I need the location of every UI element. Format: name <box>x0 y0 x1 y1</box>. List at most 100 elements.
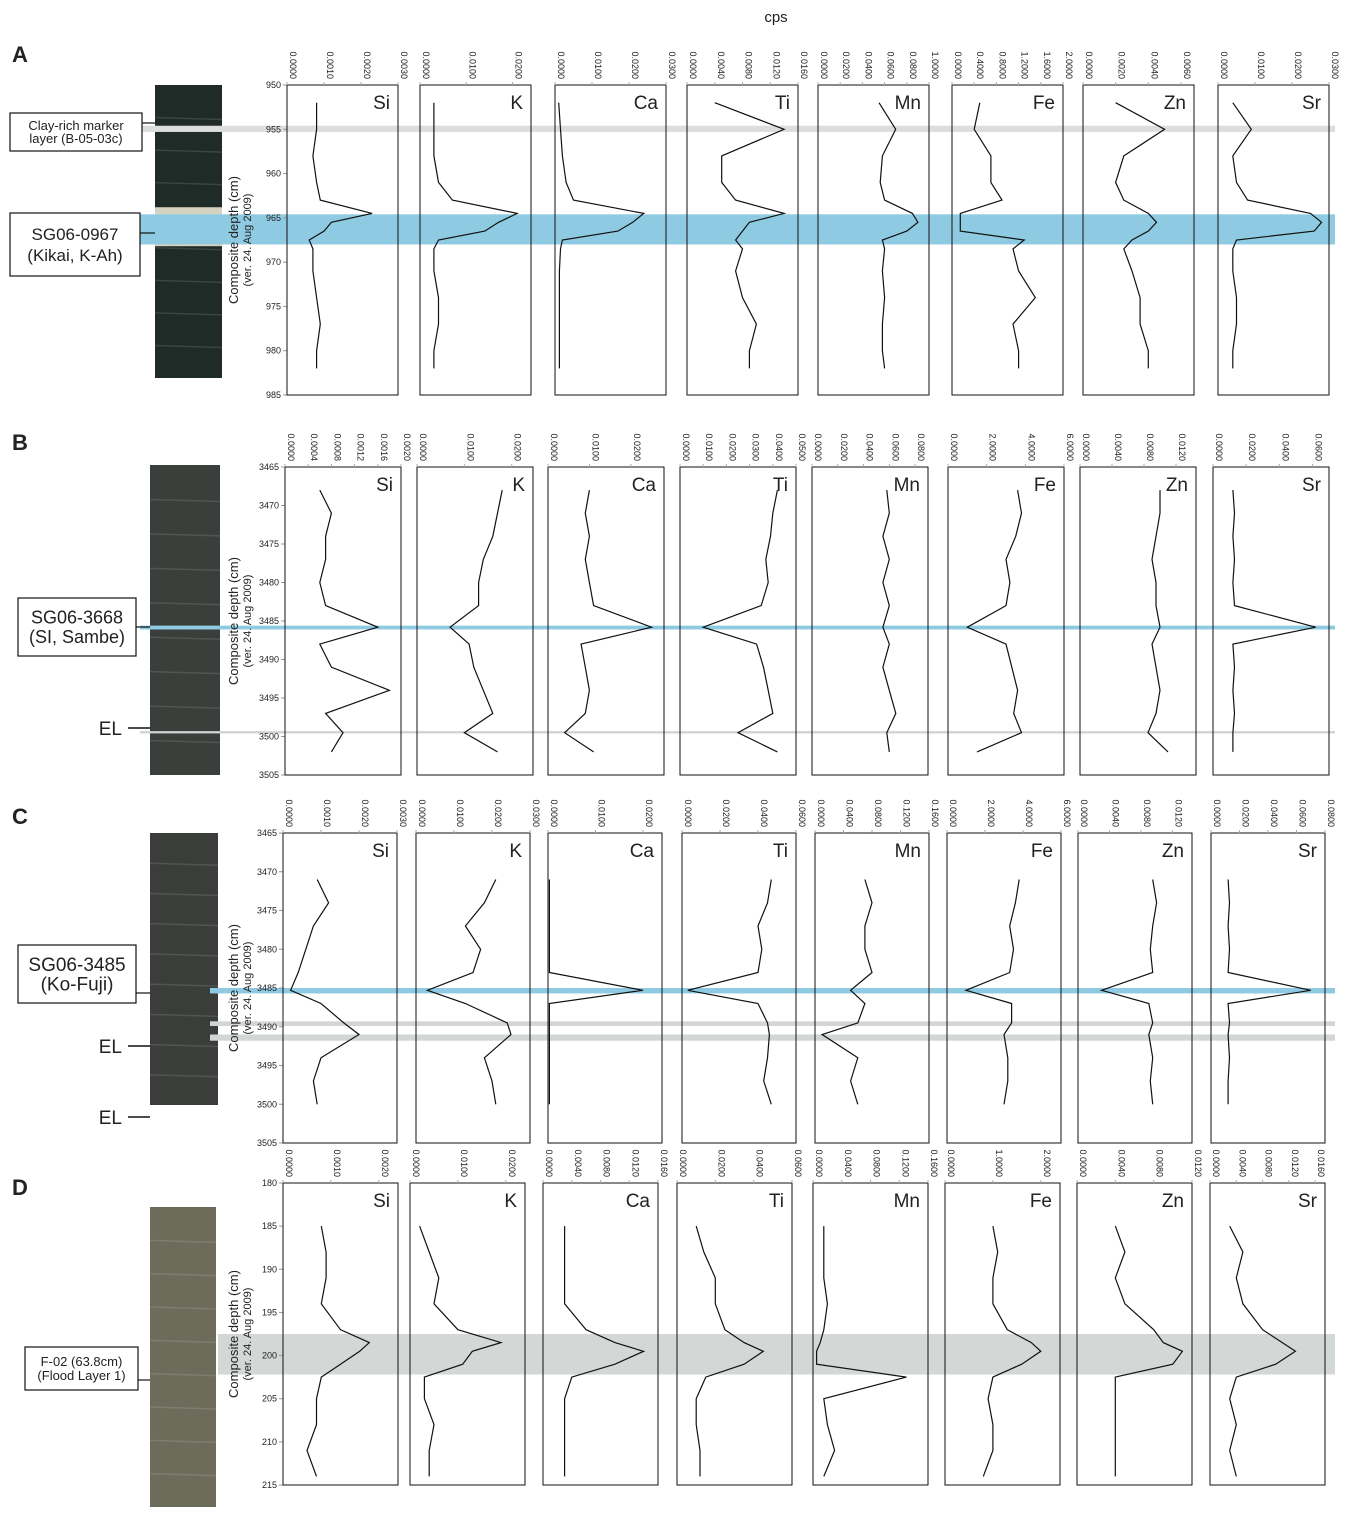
profile-frame <box>947 466 1065 776</box>
x-tick-label: 0.8000 <box>997 51 1007 79</box>
element-name: Mn <box>895 93 921 114</box>
element-name: K <box>512 475 525 496</box>
core-lamina <box>149 892 219 897</box>
x-tick-label: 0.0100 <box>590 433 600 461</box>
profile-line <box>318 489 392 753</box>
x-tick-label: 0.0000 <box>284 1149 294 1177</box>
profile-frame <box>681 832 797 1144</box>
core-lamina <box>154 181 223 186</box>
element-name: Ti <box>773 475 788 496</box>
highlight-band <box>210 988 1335 994</box>
x-tick-label: 0.0040 <box>1113 433 1123 461</box>
x-tick-label: 0.0400 <box>845 799 855 827</box>
x-tick-label: 0.1600 <box>930 799 940 827</box>
annotation-box <box>17 944 137 1004</box>
y-tick-label: 960 <box>266 169 281 179</box>
x-tick-label: 0.0040 <box>1110 799 1120 827</box>
y-axis-note: (ver. 24. Aug 2009) <box>242 194 254 287</box>
profile-line <box>308 102 373 369</box>
y-tick-label: 3495 <box>259 693 279 703</box>
x-tick-label: 0.0800 <box>1326 799 1336 827</box>
y-tick-label: 965 <box>266 213 281 223</box>
y-axis-label: Composite depth (cm) <box>226 176 241 304</box>
x-tick-label: 6.0000 <box>1062 799 1072 827</box>
x-tick-label: 0.0040 <box>716 51 726 79</box>
x-tick-label: 0.0400 <box>774 433 784 461</box>
el-label: EL <box>99 1037 122 1058</box>
element-name: Fe <box>1033 93 1055 114</box>
x-tick-label: 0.0000 <box>1079 799 1089 827</box>
profile-frame <box>547 832 663 1144</box>
x-tick-label: 0.0100 <box>459 1149 469 1177</box>
x-tick-label: 0.0010 <box>322 799 332 827</box>
x-tick-label: 0.0000 <box>953 51 963 79</box>
profile-line <box>1147 490 1169 753</box>
profile-frame <box>951 84 1064 396</box>
profile-line <box>816 1226 907 1477</box>
y-axis-label: Composite depth (cm) <box>226 924 241 1052</box>
y-tick-label: 210 <box>262 1437 277 1447</box>
x-tick-label: 0.0000 <box>417 799 427 827</box>
annotation-text: layer (B-05-03c) <box>29 131 122 146</box>
element-name: Si <box>372 841 389 862</box>
annotation-text: F-02 (63.8cm) <box>41 1354 123 1369</box>
x-tick-label: 0.0300 <box>531 799 541 827</box>
x-tick-label: 0.0000 <box>286 433 296 461</box>
profile-line <box>820 879 873 1105</box>
x-tick-label: 0.1200 <box>900 1149 910 1177</box>
profile-line <box>425 879 512 1105</box>
annotation-box <box>17 597 137 657</box>
profile-line <box>289 879 361 1105</box>
x-tick-label: 0.0400 <box>843 1149 853 1177</box>
x-tick-label: 0.0000 <box>678 1149 688 1177</box>
x-tick-label: 0.0080 <box>1142 799 1152 827</box>
x-tick-label: 0.0100 <box>593 51 603 79</box>
x-tick-label: 0.0800 <box>916 433 926 461</box>
element-name: Ca <box>630 841 655 862</box>
y-tick-label: 970 <box>266 257 281 267</box>
element-name: Ti <box>769 1191 784 1212</box>
annotation-box <box>24 1346 139 1391</box>
element-name: Ti <box>773 841 788 862</box>
highlight-band <box>140 731 1335 734</box>
panel-label: D <box>12 1175 28 1200</box>
x-tick-label: 0.0600 <box>797 799 807 827</box>
x-tick-label: 0.0300 <box>667 51 677 79</box>
y-tick-label: 195 <box>262 1307 277 1317</box>
element-name: Sr <box>1302 475 1322 496</box>
x-tick-label: 0.0120 <box>630 1149 640 1177</box>
y-tick-label: 975 <box>266 301 281 311</box>
x-tick-label: 0.0000 <box>681 433 691 461</box>
x-tick-label: 0.0160 <box>799 51 809 79</box>
x-tick-label: 0.0200 <box>507 1149 517 1177</box>
x-tick-label: 0.0012 <box>356 433 366 461</box>
x-tick-label: 0.0000 <box>819 51 829 79</box>
x-tick-label: 0.0400 <box>1269 799 1279 827</box>
y-tick-label: 950 <box>266 80 281 90</box>
profile-frame <box>554 84 667 396</box>
x-tick-label: 0.0200 <box>1241 799 1251 827</box>
core-lamina <box>149 705 221 709</box>
profile-line <box>548 879 644 1105</box>
x-tick-label: 2.0000 <box>986 799 996 827</box>
profile-line <box>1114 102 1166 369</box>
x-tick-label: 0.0100 <box>465 433 475 461</box>
x-tick-label: 0.0600 <box>890 433 900 461</box>
core-lamina <box>154 247 223 251</box>
x-tick-label: 0.0000 <box>816 799 826 827</box>
x-tick-label: 4.0000 <box>1024 799 1034 827</box>
core-lamina <box>149 498 221 503</box>
profile-line <box>701 489 778 753</box>
y-tick-label: 980 <box>266 346 281 356</box>
profile-frame <box>1082 84 1195 396</box>
x-tick-label: 0.0000 <box>946 1149 956 1177</box>
x-tick-label: 0.0200 <box>839 433 849 461</box>
figure-title: cps <box>764 9 787 26</box>
y-tick-label: 3470 <box>257 867 277 877</box>
x-tick-label: 2.0000 <box>1064 51 1074 79</box>
y-tick-label: 3500 <box>259 732 279 742</box>
annotation-text: (Flood Layer 1) <box>37 1368 125 1383</box>
y-tick-label: 205 <box>262 1394 277 1404</box>
core-lamina <box>149 1306 217 1310</box>
panel-label: C <box>12 804 28 829</box>
